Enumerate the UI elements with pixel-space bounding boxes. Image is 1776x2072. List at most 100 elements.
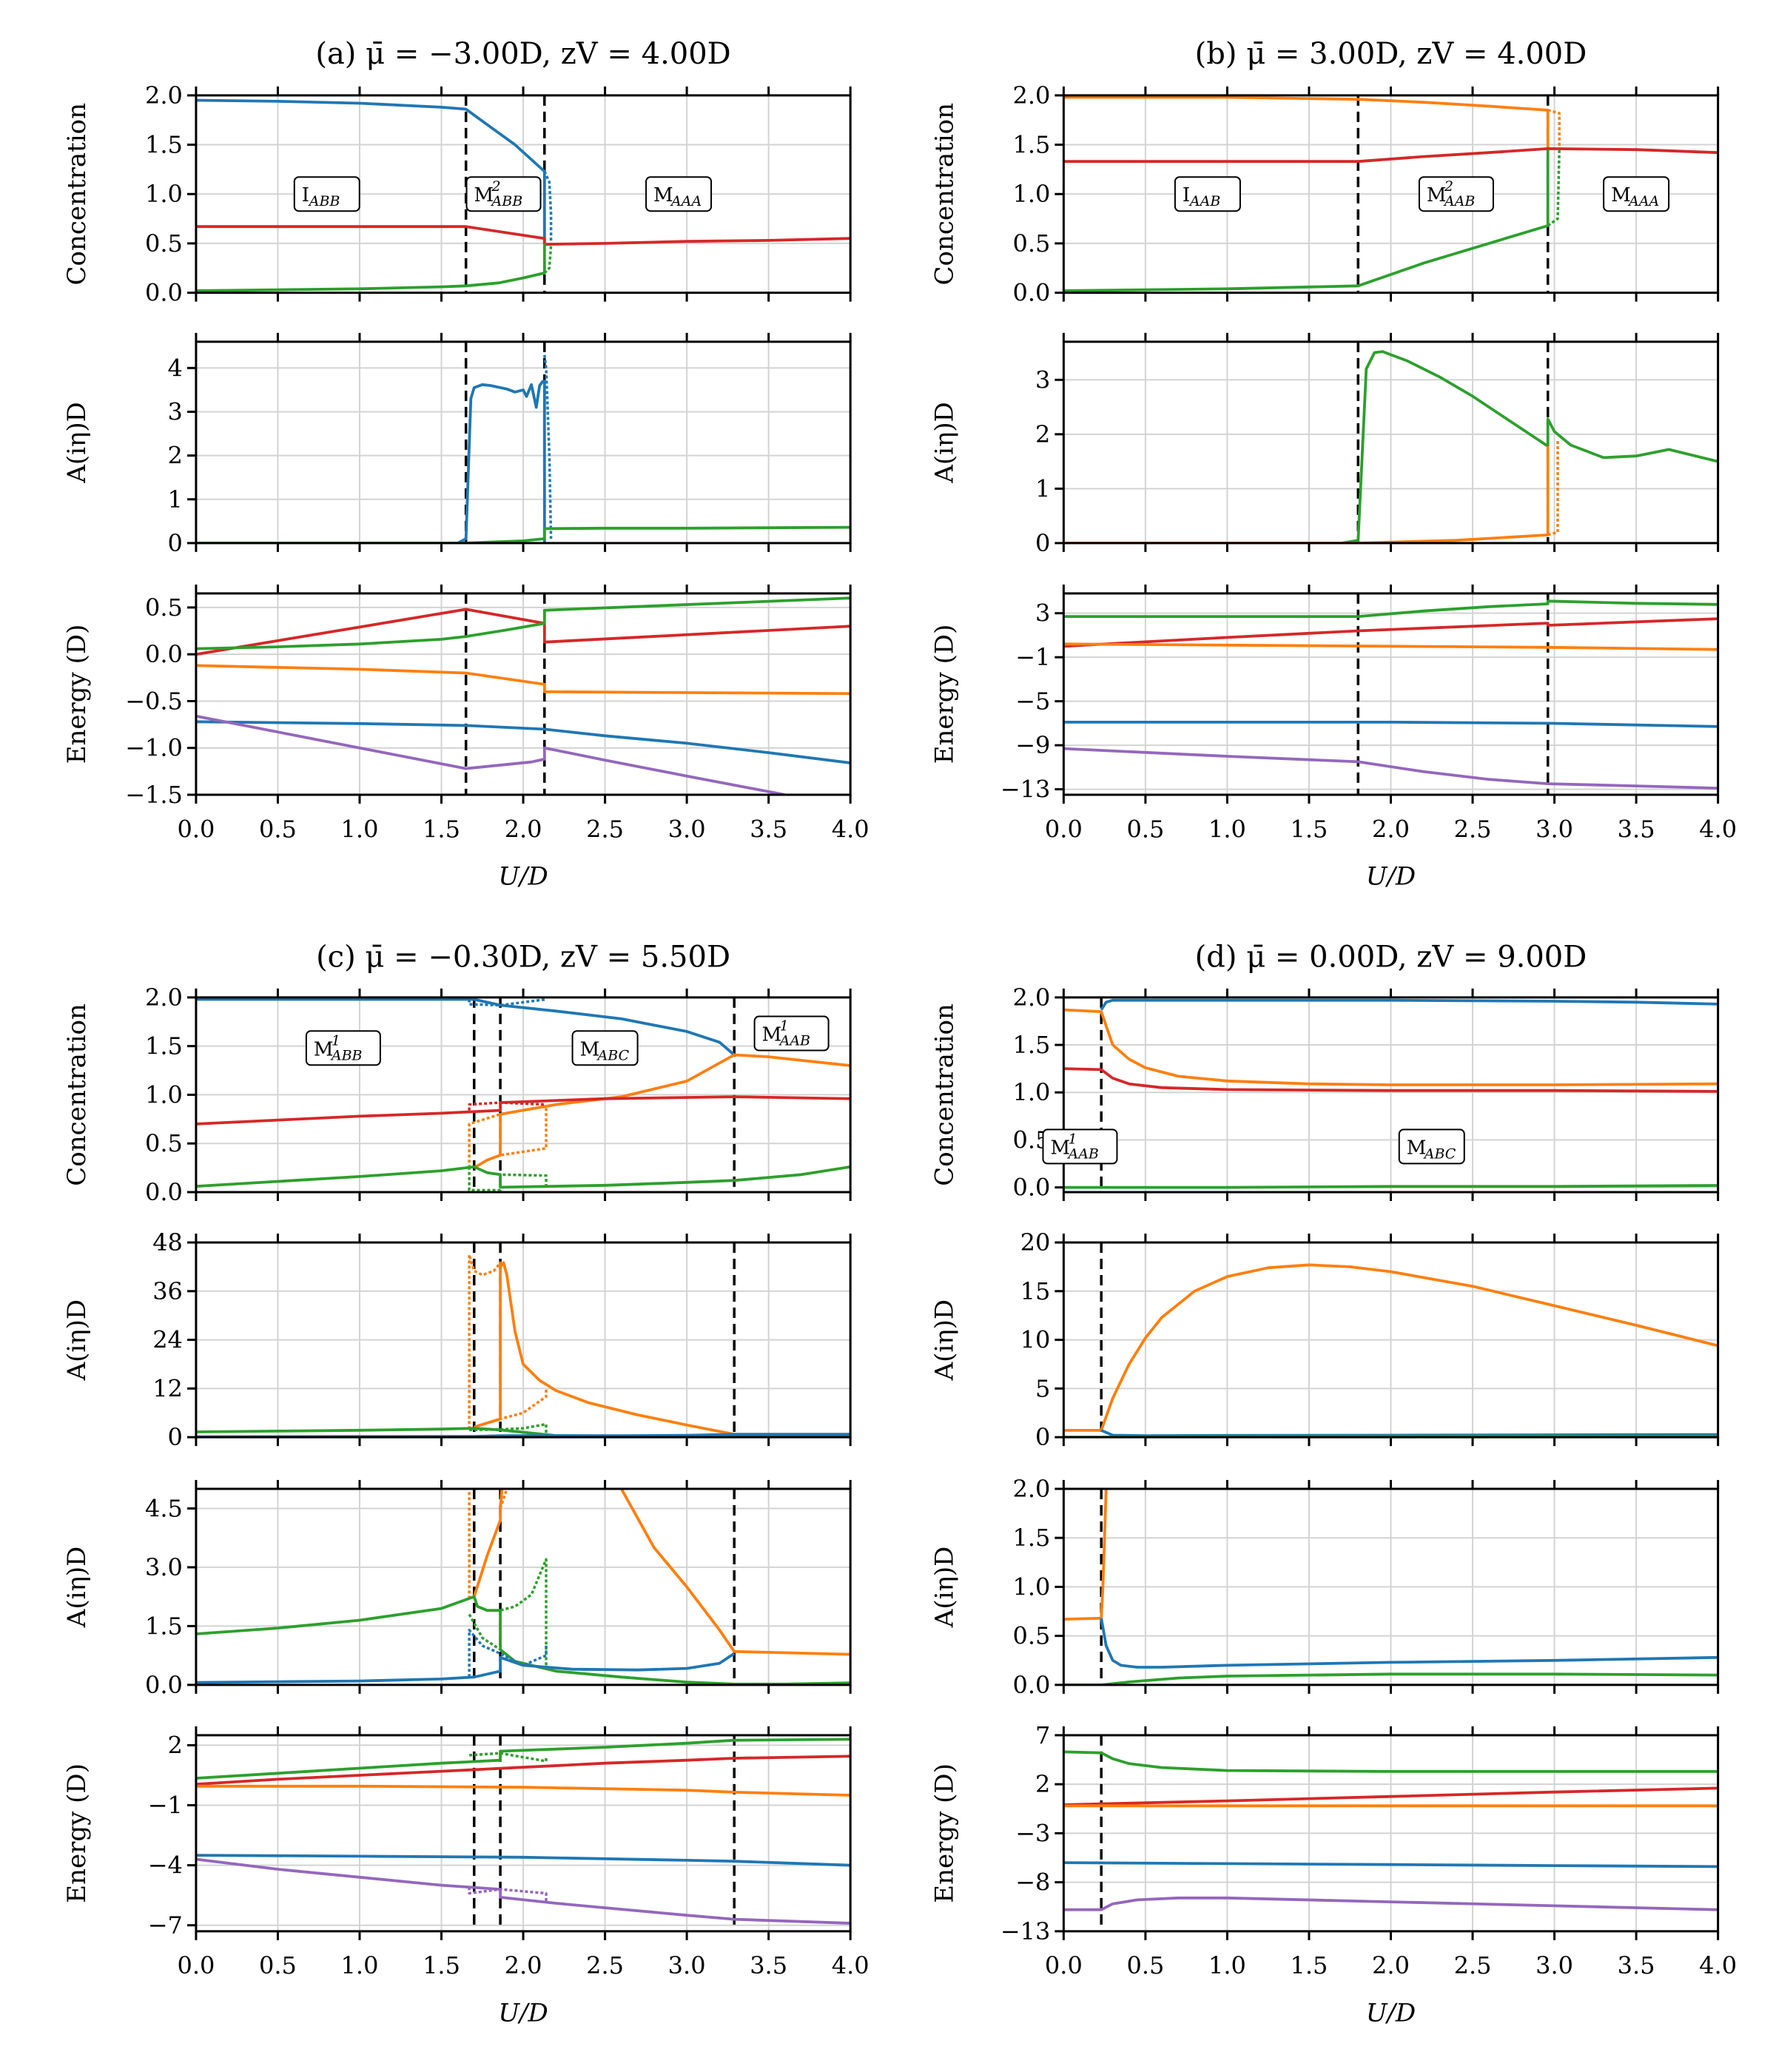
x-tick-label: 3.5 [750,815,787,843]
y-tick-label: 20 [1020,1228,1051,1257]
x-tick-label: 4.0 [1699,815,1737,843]
y-tick-label: −13 [1000,1917,1051,1945]
series-purple [1063,1896,1718,1911]
x-tick-label: 4.0 [832,815,870,843]
y-tick-label: 0.5 [1012,229,1050,258]
subplot-a-1: 0 1 2 3 4 A(iη)D [62,332,852,557]
y-tick-label: −13 [1000,776,1051,804]
series-blue-dotted [543,354,553,539]
series-blue-dotted [468,1628,548,1678]
series-blue-dotted [468,998,547,1007]
y-tick-label: 3 [1035,366,1050,394]
series-red-dotted [468,1101,547,1111]
series-red [195,1755,851,1786]
series-orange-dotted [1547,109,1561,148]
y-tick-label: 0.0 [145,279,183,307]
region-sup: 1 [332,1032,340,1049]
region-sup: 1 [1068,1131,1077,1147]
y-tick-label: 1.0 [145,180,183,208]
region-box [571,1030,639,1066]
series-blue [195,998,736,1056]
y-tick-label: 3.0 [145,1553,183,1581]
y-tick-label: −1 [1015,643,1050,671]
region-sup: 1 [780,1018,789,1035]
y-tick-label: 2.0 [145,81,183,110]
region-sub: AAB [778,1033,810,1049]
series-orange-right [620,1488,851,1656]
y-axis-label: A(iη)D [929,402,959,484]
x-tick-label: 2.5 [586,1951,624,1980]
x-tick-label: 3.5 [1618,1951,1655,1980]
y-axis-label: Concentration [929,1003,959,1186]
y-tick-label: 0.0 [145,640,183,668]
series-orange-dotted [468,1105,548,1168]
y-tick-label: 1.5 [1012,1524,1050,1552]
y-tick-label: 2 [1035,1770,1050,1798]
region-main: M [1427,184,1447,206]
panel-title: (b) μ̄ = 3.00D, zV = 4.00D [1195,37,1587,71]
series-blue [195,1652,736,1684]
x-tick-label: 2.0 [1372,815,1410,843]
region-box [1398,1128,1465,1165]
region-sub: ABC [596,1047,630,1063]
y-axis-label: Energy (D) [929,1763,959,1903]
y-tick-label: −3 [1015,1819,1050,1847]
panel-title: (a) μ̄ = −3.00D, zV = 4.00D [315,37,730,71]
region-box [753,1015,830,1052]
region-sup: 2 [491,178,501,195]
x-tick-label: 0.0 [1045,1951,1083,1980]
y-tick-label: 0 [168,1423,183,1451]
x-tick-label: 2.5 [1454,815,1492,843]
series-group [195,1738,851,1925]
series-blue [195,380,546,543]
x-tick-label: 3.0 [668,1951,706,1980]
series-orange [1063,1488,1108,1621]
region-main: I [1183,184,1190,206]
y-tick-label: 12 [152,1374,183,1402]
series-group [195,1488,851,1685]
series-group [1063,998,1718,1189]
x-tick-label: 2.0 [505,1951,542,1980]
region-sub: ABB [308,193,340,209]
y-tick-label: 0.0 [1012,1671,1050,1699]
series-orange [472,1488,504,1598]
x-tick-label: 0.5 [259,1951,297,1980]
x-tick-label: 1.0 [341,1951,379,1980]
series-orange [1063,446,1550,543]
series-green [195,1738,851,1780]
subplot-a-2: −1.5 −1.0 −0.5 0.0 0.5 Energy (D) 0.0 0.5 1.0 1.5… [62,584,870,892]
region-box [293,176,360,212]
series-group [195,98,851,292]
y-tick-label: −7 [148,1911,183,1940]
region-sup: 2 [1444,178,1453,195]
series-group [1063,599,1718,790]
x-tick-label: 1.5 [423,815,460,843]
y-tick-label: −1.5 [125,781,183,809]
series-group [1063,1750,1718,1911]
y-tick-label: 15 [1020,1277,1051,1305]
region-box [1042,1128,1118,1165]
y-tick-label: 1 [1035,474,1050,502]
series-blue [1100,1618,1718,1669]
series-blue [195,98,546,243]
series-red [195,225,851,246]
x-axis-label: U/D [1366,1999,1416,2028]
series-orange [1063,642,1718,651]
series-green [1063,350,1718,543]
region-sub: AAB [1066,1146,1098,1162]
series-blue [195,720,851,764]
y-tick-label: 0.5 [145,593,183,622]
y-tick-label: 0 [1035,529,1050,557]
series-green [1063,1750,1718,1773]
x-tick-label: 1.0 [1208,1951,1246,1980]
x-tick-label: 0.0 [177,815,215,843]
